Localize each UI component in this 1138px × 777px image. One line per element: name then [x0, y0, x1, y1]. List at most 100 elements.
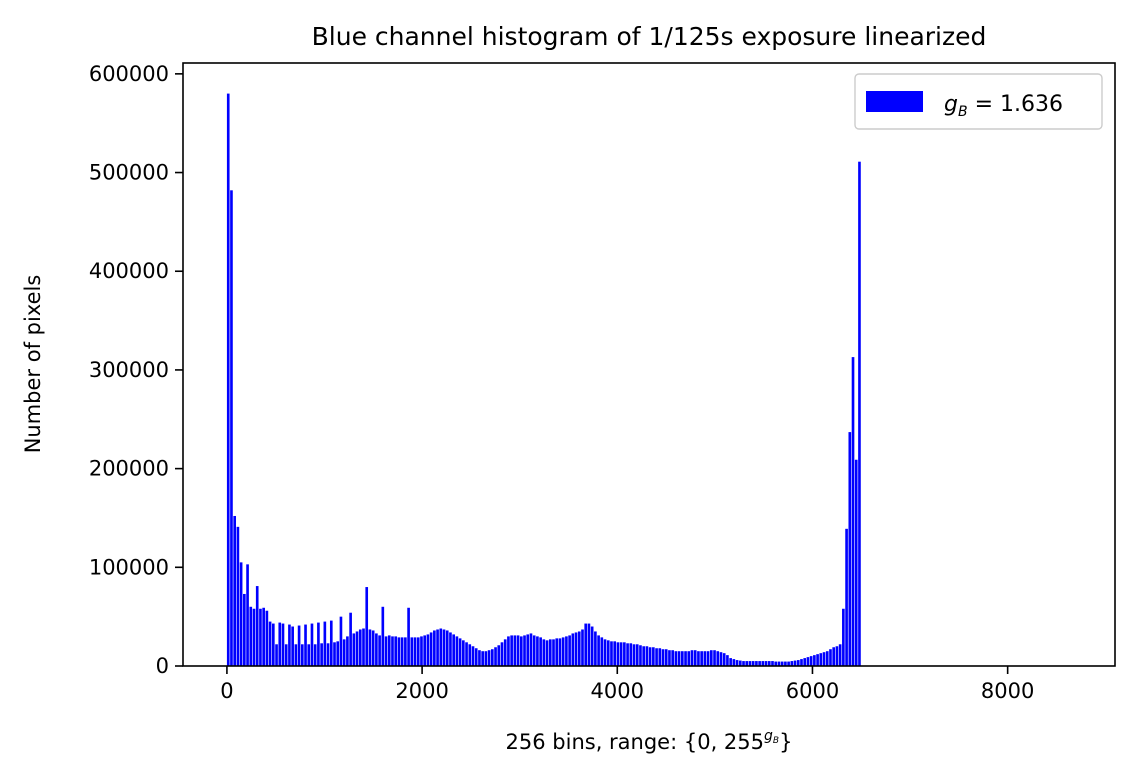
histogram-bar — [751, 661, 755, 666]
histogram-bar — [581, 629, 584, 666]
histogram-bar — [816, 654, 819, 666]
histogram-bar — [252, 608, 256, 666]
histogram-bar — [455, 636, 459, 666]
x-tick-label: 0 — [220, 679, 233, 703]
histogram-bar — [732, 659, 736, 666]
legend-var: g — [944, 92, 958, 117]
histogram-bar — [558, 638, 562, 666]
histogram-bar — [342, 639, 346, 666]
histogram-bar — [320, 643, 323, 666]
histogram-bar — [487, 650, 491, 666]
histogram-bar — [555, 638, 559, 666]
x-axis-label-end: } — [779, 730, 792, 754]
histogram-bar — [333, 642, 336, 666]
histogram-bar — [268, 621, 272, 666]
y-tick-label: 0 — [156, 654, 169, 678]
histogram-bar — [519, 636, 523, 666]
histogram-bar — [623, 642, 626, 666]
x-axis-label-exponent-sub: B — [773, 736, 779, 746]
histogram-bar — [265, 610, 269, 666]
histogram-bar — [742, 661, 745, 666]
histogram-bar — [635, 644, 639, 666]
histogram-bar — [793, 660, 797, 666]
histogram-bar — [423, 635, 427, 666]
histogram-bar — [336, 641, 340, 666]
histogram-bar — [774, 661, 778, 666]
histogram-bar — [693, 650, 697, 666]
histogram-bar — [661, 649, 665, 666]
histogram-bar — [391, 636, 394, 666]
histogram-bar — [771, 661, 774, 666]
histogram-bar — [365, 587, 369, 666]
histogram-bar — [829, 649, 832, 666]
histogram-bar — [845, 528, 848, 666]
histogram-bar — [368, 629, 372, 666]
histogram-bar — [571, 633, 575, 666]
histogram-bar — [378, 635, 381, 666]
y-tick-label: 400000 — [89, 259, 169, 283]
histogram-bar — [481, 651, 484, 666]
histogram-bar — [375, 633, 378, 666]
histogram-bar — [407, 607, 410, 666]
histogram-bar — [787, 661, 790, 666]
histogram-bar — [281, 623, 285, 666]
histogram-bar — [706, 651, 710, 666]
histogram-bar — [648, 647, 652, 666]
histogram-bar — [249, 606, 253, 666]
histogram-bar — [233, 515, 236, 666]
histogram-bar — [848, 432, 852, 666]
histogram-bar — [445, 630, 449, 666]
histogram-bar — [616, 642, 620, 666]
histogram-bar — [239, 562, 243, 666]
histogram-bar — [474, 648, 478, 666]
histogram-bar — [803, 658, 807, 666]
histogram-bar — [761, 661, 765, 666]
histogram-bar — [294, 644, 298, 666]
histogram-bar — [825, 651, 829, 666]
histogram-bar — [313, 644, 317, 666]
histogram-bar — [822, 652, 826, 666]
histogram-bar — [606, 640, 610, 666]
histogram-bar — [626, 643, 629, 666]
histogram-bar — [590, 626, 594, 666]
histogram-bar — [529, 633, 533, 666]
histogram-bar — [416, 637, 420, 666]
histogram-bar — [758, 661, 761, 666]
histogram-bar — [262, 607, 265, 666]
histogram-bar — [500, 642, 504, 666]
histogram-bar — [809, 656, 813, 666]
histogram-bar — [513, 635, 517, 666]
histogram-bar — [358, 629, 362, 666]
histogram-bar — [645, 646, 649, 666]
histogram-bar — [671, 650, 674, 666]
legend-box — [854, 73, 1103, 130]
histogram-bar — [722, 653, 726, 666]
histogram-bar — [433, 630, 436, 666]
histogram-bar — [526, 634, 530, 666]
histogram-bar — [539, 637, 542, 666]
legend: gB = 1.636 — [854, 73, 1103, 130]
histogram-bar — [484, 651, 488, 666]
histogram-bar — [600, 637, 604, 666]
histogram-bar — [272, 623, 275, 666]
histogram-bar — [858, 161, 861, 666]
histogram-bar — [639, 645, 642, 666]
histogram-bar — [300, 644, 304, 666]
histogram-bar — [436, 629, 439, 666]
histogram-bar — [507, 636, 510, 666]
histogram-bar — [548, 639, 552, 666]
histogram-bar — [838, 644, 842, 666]
histogram-bar — [668, 650, 671, 666]
legend-swatch — [866, 91, 923, 112]
histogram-bar — [664, 649, 668, 666]
histogram-bar — [777, 661, 781, 666]
histogram-bar — [748, 661, 752, 666]
chart-title: Blue channel histogram of 1/125s exposur… — [312, 22, 987, 51]
histogram-bar — [246, 564, 249, 666]
histogram-bar — [755, 661, 758, 666]
histogram-bar — [439, 628, 443, 666]
histogram-bar — [854, 459, 858, 666]
histogram-bar — [297, 625, 301, 666]
histogram-bar — [339, 616, 343, 666]
